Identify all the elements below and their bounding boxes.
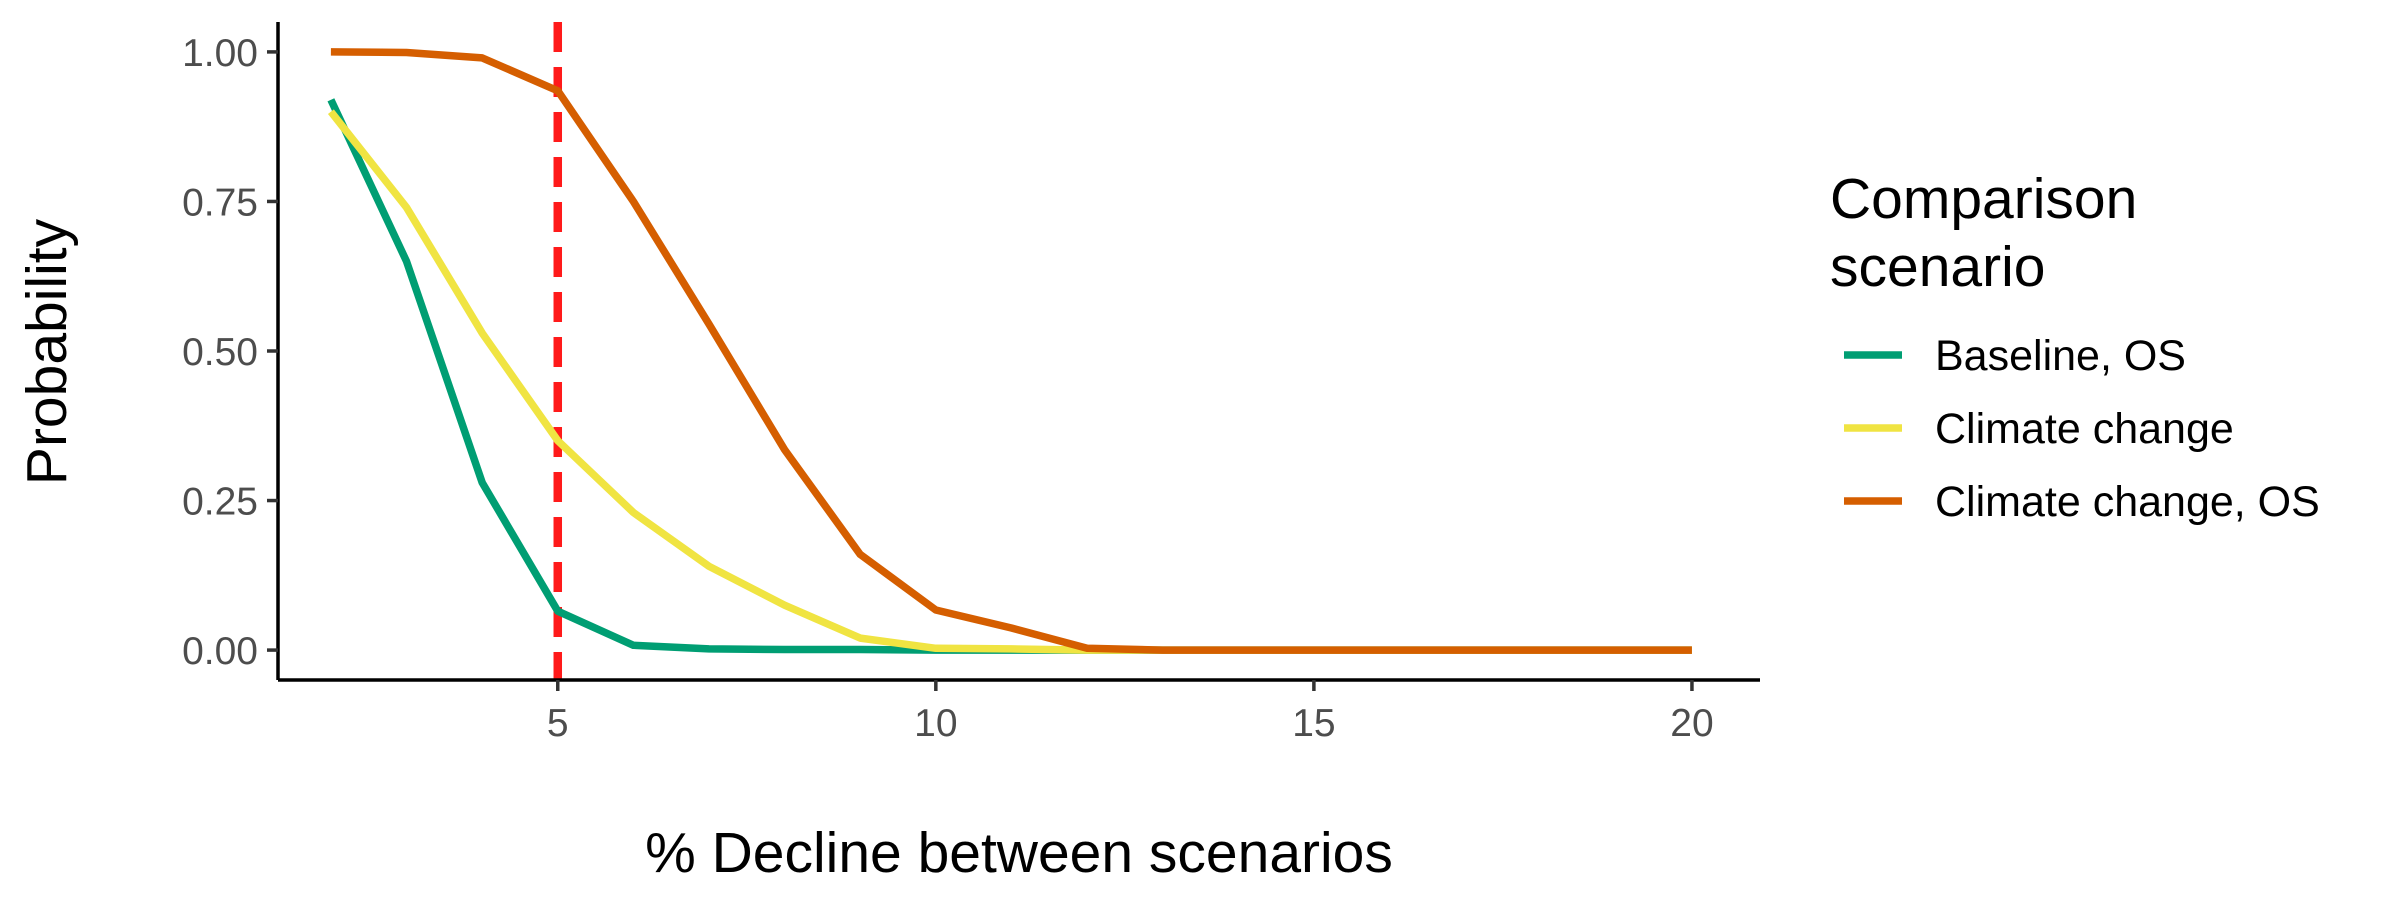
y-tick-label: 0.50: [182, 331, 258, 374]
x-tick-label: 15: [1292, 702, 1335, 745]
legend-label-2: Climate change: [1935, 405, 2234, 453]
x-tick-label: 5: [547, 702, 569, 745]
legend-title-line-1: Comparison: [1830, 167, 2137, 231]
y-tick-label: 1.00: [182, 32, 258, 75]
x-axis-title: % Decline between scenarios: [645, 821, 1393, 885]
series-line-1: [327, 98, 1692, 654]
legend-label-1: Baseline, OS: [1935, 332, 2186, 380]
legend-title-line-2: scenario: [1830, 235, 2045, 299]
y-tick-label: 0.25: [182, 481, 258, 524]
y-tick-label: 0.75: [182, 181, 258, 224]
x-tick-label: 20: [1670, 702, 1713, 745]
legend: Comparison scenario Baseline, OS Climate …: [1830, 167, 2320, 526]
y-tick-label: 0.00: [182, 630, 258, 673]
series-line-3: [330, 48, 1692, 654]
y-axis-title: Probability: [15, 218, 79, 485]
x-tick-label: 10: [914, 702, 957, 745]
legend-label-3: Climate change, OS: [1935, 478, 2320, 526]
